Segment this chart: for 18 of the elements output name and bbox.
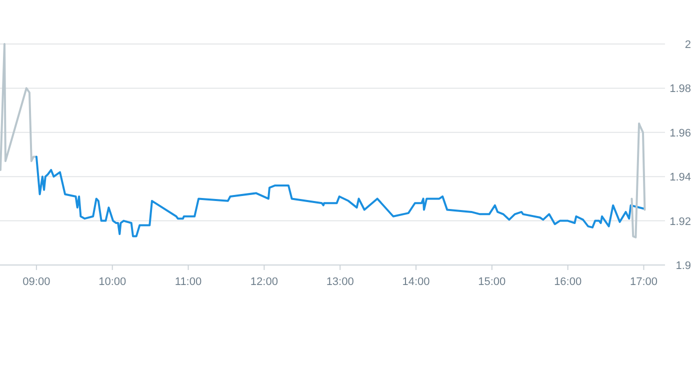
y-tick-label: 1.9 (676, 260, 691, 272)
y-tick-label: 2 (684, 39, 691, 51)
x-tick-label: 10:00 (98, 276, 126, 288)
y-tick-label: 1.96 (670, 127, 691, 140)
x-tick-label: 11:00 (174, 276, 202, 288)
y-tick-label: 1.92 (670, 216, 691, 228)
x-tick-label: 13:00 (326, 276, 354, 288)
x-tick-label: 12:00 (250, 276, 278, 288)
x-tick-label: 09:00 (22, 276, 50, 288)
y-tick-label: 1.98 (670, 83, 691, 96)
y-tick-label: 1.94 (670, 172, 691, 184)
x-tick-label: 15:00 (478, 276, 506, 288)
line-series (35, 156, 645, 238)
line-series (0, 43, 38, 171)
x-tick-label: 17:00 (630, 276, 658, 288)
x-tick-label: 16:00 (554, 276, 582, 288)
x-tick-label: 14:00 (402, 276, 430, 288)
line-series (630, 122, 646, 238)
